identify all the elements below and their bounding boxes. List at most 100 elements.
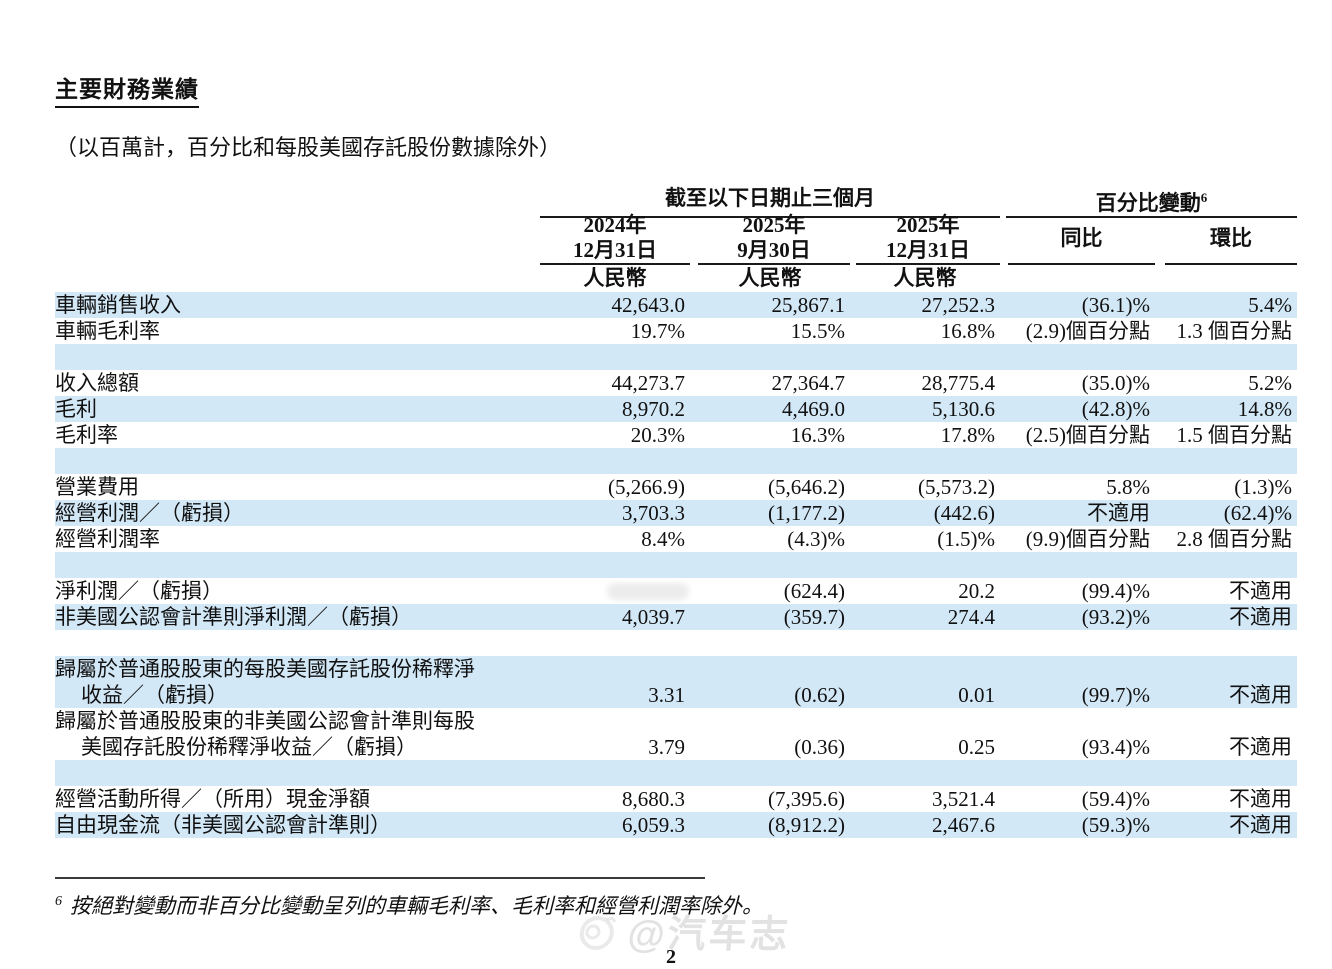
- cell-value: 0.01: [958, 683, 995, 707]
- col-date: 12月31日: [886, 238, 970, 262]
- cell-value: 3,703.3: [622, 501, 685, 525]
- cell-value: 27,252.3: [921, 293, 996, 317]
- cell-value: 不適用: [1229, 787, 1292, 811]
- col-year: 2025年: [896, 213, 960, 237]
- cell-value: 274.4: [947, 605, 995, 629]
- cell-value: 14.8%: [1237, 397, 1292, 421]
- row-label-line: 車輛銷售收入: [55, 293, 181, 317]
- column-header-row: 2024年 12月31日 2025年 9月30日 2025年 12月31日 同比…: [55, 213, 1297, 265]
- cell-value: 3.31: [648, 683, 685, 707]
- cell-value: (0.62): [794, 683, 845, 707]
- table-row: 經營利潤率 8.4% (4.3)% (1.5)% (9.9)個百分點 2.8 個百分點: [55, 526, 1297, 552]
- col-date: 12月31日: [573, 238, 657, 262]
- cell-value: (99.4)%: [1081, 579, 1150, 603]
- row-label: 淨利潤／（虧損）: [55, 578, 540, 604]
- currency-spacer: [1155, 265, 1297, 292]
- currency-header-row: 人民幣 人民幣 人民幣: [55, 265, 1297, 292]
- table-row: 車輛毛利率 19.7% 15.5% 16.8% (2.9)個百分點 1.3 個百分點: [55, 318, 1297, 344]
- cell-value: 8.4%: [641, 527, 685, 551]
- row-label-line: 自由現金流（非美國公認會計準則）: [55, 813, 391, 837]
- row-label: 歸屬於普通股股東的非美國公認會計準則每股 美國存託股份稀釋淨收益／（虧損）: [55, 708, 540, 760]
- cell-value: 44,273.7: [611, 371, 686, 395]
- col-header-2025-09-30: 2025年 9月30日: [698, 213, 850, 265]
- table-row: 經營利潤／（虧損） 3,703.3 (1,177.2) (442.6) 不適用 (62.4…: [55, 500, 1297, 526]
- row-label-line: 收益／（虧損）: [81, 683, 228, 707]
- cell-value: (5,573.2): [918, 475, 995, 499]
- cell-value: 1.3 個百分點: [1176, 319, 1293, 343]
- watermark-text: @汽车志: [626, 914, 793, 956]
- spacer-row: [55, 630, 1297, 656]
- cell-value: (624.4): [783, 579, 845, 603]
- table-row: 毛利率 20.3% 16.3% 17.8% (2.5)個百分點 1.5 個百分點: [55, 422, 1297, 448]
- change-group-label: 百分比變動: [1095, 191, 1201, 215]
- cell-value: (99.7)%: [1081, 683, 1150, 707]
- cell-value: 不適用: [1229, 683, 1292, 707]
- row-label: 營業費用: [55, 474, 540, 500]
- cell-value: (2.9)個百分點: [1025, 319, 1150, 343]
- cell-value: 8,970.2: [622, 397, 685, 421]
- currency-label: 人民幣: [738, 266, 802, 290]
- row-label: 經營活動所得／（所用）現金淨額: [55, 786, 540, 812]
- currency-label: 人民幣: [583, 266, 647, 290]
- col-header-2025-12-31: 2025年 12月31日: [856, 213, 1000, 265]
- cell-value: 15.5%: [790, 319, 845, 343]
- cell-value: 16.8%: [940, 319, 995, 343]
- cell-value: (8,912.2): [768, 813, 845, 837]
- cell-value: 3,521.4: [932, 787, 995, 811]
- row-label: 非美國公認會計準則淨利潤／（虧損）: [55, 604, 540, 630]
- footnote-marker: 6: [55, 894, 62, 909]
- footnote-text: 按絕對變動而非百分比變動呈列的車輛毛利率、毛利率和經營利潤率除外。: [70, 894, 763, 918]
- cell-value: (359.7): [783, 605, 845, 629]
- table-row: 淨利潤／（虧損） (624.4) 20.2 (99.4)% 不適用: [55, 578, 1297, 604]
- row-label-line: 美國存託股份稀釋淨收益／（虧損）: [81, 735, 417, 759]
- cell-value: 不適用: [1229, 735, 1292, 759]
- table-rows: 車輛銷售收入 42,643.0 25,867.1 27,252.3 (36.1)% 5.4…: [55, 292, 1297, 838]
- row-label: 歸屬於普通股股東的每股美國存託股份稀釋淨 收益／（虧損）: [55, 656, 540, 708]
- cell-value: 4,469.0: [782, 397, 845, 421]
- cell-value: 42,643.0: [611, 293, 686, 317]
- row-label: 毛利: [55, 396, 540, 422]
- cell-value: 1.5 個百分點: [1176, 423, 1293, 447]
- row-label-line: 車輛毛利率: [55, 319, 160, 343]
- period-group-header: 截至以下日期止三個月: [540, 185, 1000, 218]
- cell-value: (35.0)%: [1081, 371, 1150, 395]
- table-row: 毛利 8,970.2 4,469.0 5,130.6 (42.8)% 14.8%: [55, 396, 1297, 422]
- financial-table: 截至以下日期止三個月 百分比變動6 2024年 12月31日 2025年 9月3…: [55, 185, 1297, 838]
- cell-value: 20.2: [958, 579, 995, 603]
- cell-value: 5.8%: [1106, 475, 1150, 499]
- cell-value: (93.2)%: [1081, 605, 1150, 629]
- cell-value: 4,039.7: [622, 605, 685, 629]
- cell-value: 2.8 個百分點: [1176, 527, 1293, 551]
- footnote: 6 按絕對變動而非百分比變動呈列的車輛毛利率、毛利率和經營利潤率除外。: [55, 890, 763, 920]
- change-group-header: 百分比變動6: [1006, 185, 1297, 218]
- cell-value: 不適用: [1229, 605, 1292, 629]
- spacer-row: [55, 448, 1297, 474]
- row-label: 車輛銷售收入: [55, 292, 540, 318]
- table-row: 非美國公認會計準則淨利潤／（虧損） 4,039.7 (359.7) 274.4 (93.…: [55, 604, 1297, 630]
- row-label: 經營利潤／（虧損）: [55, 500, 540, 526]
- cell-value: (9.9)個百分點: [1025, 527, 1150, 551]
- col-header-2024-12-31: 2024年 12月31日: [540, 213, 690, 265]
- cell-value: 5.4%: [1248, 293, 1292, 317]
- cell-value: (0.36): [794, 735, 845, 759]
- col-year: 2024年: [583, 213, 647, 237]
- row-label-line: 淨利潤／（虧損）: [55, 579, 223, 603]
- cell-value: (1,177.2): [768, 501, 845, 525]
- cell-value: 不適用: [1229, 579, 1292, 603]
- row-label-line: 營業費用: [55, 475, 139, 499]
- page-title: 主要財務業績: [55, 70, 199, 108]
- cell-value: 2,467.6: [932, 813, 995, 837]
- table-row: 營業費用 (5,266.9) (5,646.2) (5,573.2) 5.8% (1.3)…: [55, 474, 1297, 500]
- cell-value: (62.4)%: [1223, 501, 1292, 525]
- row-label: 車輛毛利率: [55, 318, 540, 344]
- page-number: 2: [666, 946, 676, 968]
- cell-value: (36.1)%: [1081, 293, 1150, 317]
- row-label: 經營利潤率: [55, 526, 540, 552]
- row-label: 毛利率: [55, 422, 540, 448]
- row-label: 收入總額: [55, 370, 540, 396]
- redacted-value-smudge: [607, 583, 689, 600]
- cell-value: 6,059.3: [622, 813, 685, 837]
- row-label-line: 收入總額: [55, 371, 139, 395]
- cell-value: 17.8%: [940, 423, 995, 447]
- footnote-rule: [55, 877, 705, 879]
